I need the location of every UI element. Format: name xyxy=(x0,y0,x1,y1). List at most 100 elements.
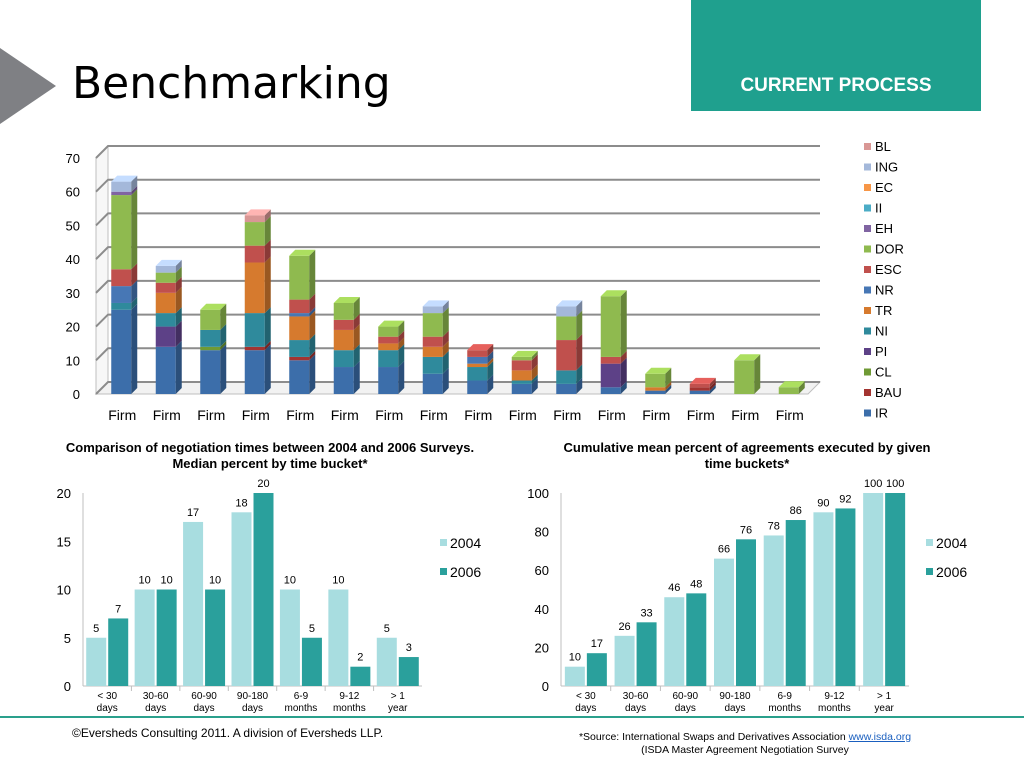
x-tick-label: 6-9 xyxy=(294,691,309,702)
bar-segment xyxy=(422,373,443,394)
bar-segment-side xyxy=(487,344,494,357)
legend-label: 2006 xyxy=(936,564,967,580)
bar-segment-side xyxy=(264,256,271,314)
legend-swatch xyxy=(864,348,871,355)
bar xyxy=(279,589,300,686)
legend-swatch xyxy=(864,163,871,171)
x-tick-label: Firm xyxy=(331,407,359,423)
bar-top xyxy=(778,381,805,388)
bar-segment-side xyxy=(576,364,583,384)
bar-segment xyxy=(556,316,577,341)
legend-label: 2004 xyxy=(450,535,481,551)
footer-divider xyxy=(0,716,1024,718)
bar-segment-side xyxy=(220,303,227,330)
data-label: 90 xyxy=(817,497,829,509)
bar-segment xyxy=(600,356,621,364)
bar-segment-side xyxy=(442,367,449,394)
legend-label: NI xyxy=(875,324,888,339)
section-banner: CURRENT PROCESS xyxy=(691,0,981,111)
bar-segment-side xyxy=(709,381,716,391)
x-tick-label-line2: months xyxy=(285,703,318,714)
bar-segment xyxy=(422,336,443,347)
bar-segment-side xyxy=(309,249,316,300)
bar-segment xyxy=(289,356,310,361)
y-tick-label: 70 xyxy=(66,151,80,166)
x-tick-label: 30-60 xyxy=(623,691,649,702)
bar-segment-side xyxy=(398,337,405,351)
bar-segment-side xyxy=(709,377,716,388)
x-tick-label: 60-90 xyxy=(672,691,698,702)
y-tick-label: 10 xyxy=(57,583,71,598)
bar-segment xyxy=(200,350,221,394)
source-link[interactable]: www.isda.org xyxy=(848,731,912,743)
x-tick-label: < 30 xyxy=(97,691,117,702)
bar-segment xyxy=(778,387,799,394)
bar-segment xyxy=(645,373,666,388)
legend-label: PI xyxy=(875,344,887,359)
source-note: *Source: International Swaps and Derivat… xyxy=(520,731,970,757)
bar-segment xyxy=(511,370,532,381)
bar xyxy=(835,508,856,686)
bar-top xyxy=(200,303,227,310)
bar-segment xyxy=(422,346,443,357)
x-tick-label-line2: days xyxy=(97,703,118,714)
bar-segment xyxy=(600,363,621,388)
gridline xyxy=(95,246,820,260)
data-label: 17 xyxy=(187,507,199,519)
legend-swatch xyxy=(864,389,871,396)
x-tick-label: Firm xyxy=(153,407,181,423)
bar-segment xyxy=(511,383,532,394)
bar-segment-side xyxy=(309,354,316,394)
source-line2: (ISDA Master Agreement Negotiation Surve… xyxy=(641,744,849,756)
bar-segment-side xyxy=(309,307,316,317)
legend-label: 2006 xyxy=(450,564,481,580)
y-tick-label: 0 xyxy=(542,679,549,694)
bar-segment xyxy=(556,370,577,384)
bar-segment xyxy=(289,316,310,341)
legend-swatch xyxy=(926,539,933,546)
bar-segment xyxy=(155,282,176,293)
data-label: 10 xyxy=(161,575,173,587)
x-tick-label: Firm xyxy=(509,407,537,423)
y-tick-label: 20 xyxy=(535,640,549,655)
legend-swatch xyxy=(864,368,871,376)
bar xyxy=(813,512,834,686)
bar xyxy=(108,618,129,686)
bar-segment-side xyxy=(576,377,583,394)
bar-segment-side xyxy=(487,350,494,364)
bar xyxy=(714,558,734,686)
y-tick-label: 30 xyxy=(66,286,80,301)
bar-segment-side xyxy=(531,350,538,361)
bar-segment xyxy=(333,302,354,320)
x-tick-label-line2: days xyxy=(724,703,745,714)
legend-label: ESC xyxy=(875,262,902,277)
chevron-right-icon xyxy=(0,48,56,124)
bar-segment-side xyxy=(798,381,805,394)
bar-segment-side xyxy=(398,361,405,394)
bar xyxy=(134,589,155,686)
y-tick-label: 100 xyxy=(527,486,549,501)
x-tick-label: < 30 xyxy=(576,691,596,702)
data-label: 100 xyxy=(886,478,904,490)
bar-segment-side xyxy=(442,330,449,347)
bar-segment xyxy=(244,346,265,351)
bar-segment-side xyxy=(442,350,449,374)
y-tick-label: 20 xyxy=(57,486,71,501)
y-tick-label: 0 xyxy=(64,679,71,694)
bar xyxy=(86,637,107,686)
bar-segment xyxy=(155,313,176,327)
y-tick-label: 60 xyxy=(66,185,80,200)
bar xyxy=(863,493,884,686)
y-tick-label: 0 xyxy=(73,387,80,402)
bar-segment xyxy=(155,346,176,394)
bar-segment-side xyxy=(309,334,316,357)
x-tick-label-line2: year xyxy=(388,703,408,714)
bar-segment-side xyxy=(131,185,138,196)
data-label: 10 xyxy=(569,652,581,664)
data-label: 5 xyxy=(384,623,390,635)
legend-swatch xyxy=(440,568,447,575)
bar-segment-side xyxy=(309,350,316,361)
gridline xyxy=(95,381,820,395)
bar-segment-side xyxy=(620,290,627,357)
bar-segment xyxy=(244,350,265,394)
